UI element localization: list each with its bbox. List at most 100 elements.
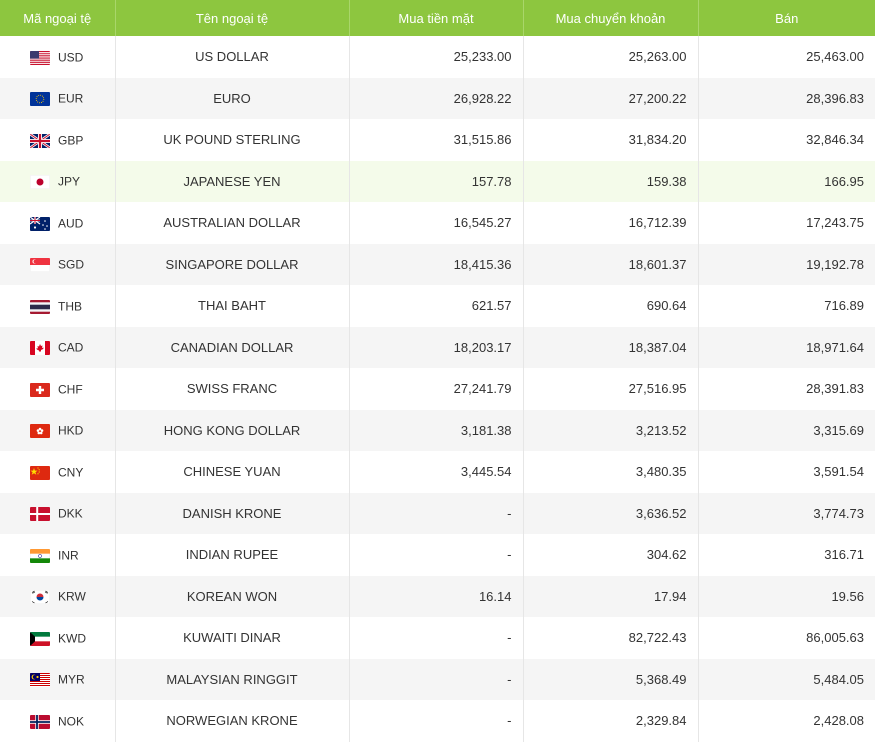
currency-code-cell: JPY bbox=[0, 160, 116, 202]
rate-row: INR INDIAN RUPEE -304.62 316.71 bbox=[0, 534, 875, 576]
transfer-buy-rate: 3,213.52 bbox=[523, 409, 699, 451]
currency-code: NOK bbox=[58, 714, 85, 729]
currency-code: INR bbox=[58, 548, 79, 563]
cash-buy-rate: 16,545.27 bbox=[349, 202, 524, 244]
transfer-buy-rate: 5,368.49 bbox=[523, 658, 699, 700]
cash-buy-rate: 27,241.79 bbox=[349, 368, 524, 410]
currency-name: AUSTRALIAN DOLLAR bbox=[115, 202, 350, 244]
currency-code-cell: KWD bbox=[0, 617, 116, 659]
cash-buy-rate: 16.14 bbox=[349, 575, 524, 617]
rate-row: USD US DOLLAR 25,233.00 25,263.00 25,463.00 bbox=[0, 36, 875, 78]
flag-icon bbox=[30, 465, 50, 480]
cash-buy-rate: - bbox=[349, 492, 524, 534]
flag-icon bbox=[30, 507, 50, 522]
sell-rate: 716.89 bbox=[824, 298, 864, 314]
sell-rate: 19.56 bbox=[698, 575, 875, 617]
currency-code: THB bbox=[58, 299, 82, 314]
flag-icon bbox=[30, 714, 50, 729]
sell-rate: 18,971.64 bbox=[698, 326, 875, 368]
currency-name: US DOLLAR bbox=[115, 36, 350, 78]
sell-rate: 86,005.63 bbox=[806, 630, 864, 646]
cash-buy-rate: 18,203.17 bbox=[349, 326, 524, 368]
header-cell: Bán bbox=[698, 0, 875, 36]
currency-code-cell: USD bbox=[0, 36, 116, 78]
currency-code: GBP bbox=[58, 133, 84, 148]
rate-row: MYR MALAYSIAN RINGGIT -5,368.49 5,484.05 bbox=[0, 658, 875, 700]
cash-buy-rate: - bbox=[349, 534, 524, 576]
flag-icon bbox=[30, 299, 50, 314]
currency-code-cell: MYR bbox=[0, 658, 116, 700]
transfer-buy-rate: 82,722.43 bbox=[523, 617, 699, 659]
flag-icon bbox=[30, 382, 50, 397]
rate-row: CNY CHINESE YUAN 3,445.54 3,480.35 3,591.54 bbox=[0, 451, 875, 493]
transfer-buy-rate: 304.62 bbox=[523, 534, 699, 576]
rate-row: SGD SINGAPORE DOLLAR 18,415.36 18,601.37 19,… bbox=[0, 243, 875, 285]
currency-name: THAI BAHT bbox=[115, 285, 350, 327]
currency-code-cell: HKD bbox=[0, 409, 116, 451]
transfer-buy-rate: 3,636.52 bbox=[523, 492, 699, 534]
currency-code-cell: CAD bbox=[0, 326, 116, 368]
rate-row: DKK DANISH KRONE -3,636.52 3,774.73 bbox=[0, 492, 875, 534]
transfer-buy-rate: 159.38 bbox=[523, 160, 699, 202]
currency-code-cell: DKK bbox=[0, 492, 116, 534]
rate-row: CAD CANADIAN DOLLAR 18,203.17 18,387.04 18,9… bbox=[0, 326, 875, 368]
rate-row: JPY JAPANESE YEN 157.78 159.38 166.95 bbox=[0, 160, 875, 202]
flag-icon bbox=[29, 548, 51, 563]
currency-code: KWD bbox=[58, 631, 86, 646]
sell-rate: 3,591.54 bbox=[813, 464, 864, 480]
table-header: Mã ngoại tệ Tên ngoại tệ Mua tiền mặt Mu… bbox=[0, 0, 875, 36]
transfer-buy-rate: 3,480.35 bbox=[523, 451, 699, 493]
currency-code: AUD bbox=[58, 216, 84, 231]
currency-name: HONG KONG DOLLAR bbox=[115, 409, 350, 451]
currency-name: KUWAITI DINAR bbox=[115, 617, 350, 659]
transfer-buy-rate: 17.94 bbox=[523, 575, 699, 617]
transfer-buy-rate: 31,834.20 bbox=[523, 119, 699, 161]
cash-buy-rate: 31,515.86 bbox=[349, 119, 524, 161]
flag-icon bbox=[30, 341, 50, 356]
cash-buy-rate: - bbox=[349, 700, 524, 742]
flag-icon bbox=[30, 673, 50, 688]
currency-code: JPY bbox=[58, 175, 81, 190]
sell-rate: 25,463.00 bbox=[806, 49, 864, 65]
sell-rate: 28,391.83 bbox=[806, 381, 864, 397]
flag-icon bbox=[30, 424, 50, 439]
currency-code-cell: CHF bbox=[0, 368, 116, 410]
currency-code: MYR bbox=[58, 673, 85, 688]
rate-row: GBP UK POUND STERLING 31,515.86 31,834.20 32… bbox=[0, 119, 875, 161]
flag-icon bbox=[30, 92, 50, 107]
rate-row: CHF SWISS FRANC 27,241.79 27,516.95 28,391.8… bbox=[0, 368, 875, 410]
cash-buy-rate: - bbox=[349, 658, 524, 700]
table-body: USD US DOLLAR 25,233.00 25,263.00 25,463.00 E… bbox=[0, 36, 875, 742]
sell-rate: 5,484.05 bbox=[698, 658, 875, 700]
currency-code-cell: SGD bbox=[0, 243, 116, 285]
cash-buy-rate: - bbox=[349, 617, 524, 659]
currency-name: SWISS FRANC bbox=[115, 368, 350, 410]
currency-code: KRW bbox=[58, 590, 86, 605]
header-cell: Mua tiền mặt bbox=[349, 0, 524, 36]
currency-code-cell: EUR bbox=[0, 77, 116, 119]
transfer-buy-rate: 18,387.04 bbox=[523, 326, 699, 368]
currency-code: CNY bbox=[58, 465, 84, 480]
currency-code: SGD bbox=[58, 258, 85, 273]
rate-row: EUR EURO 26,928.22 27,200.22 28,396.83 bbox=[0, 77, 875, 119]
sell-rate: 28,396.83 bbox=[698, 77, 875, 119]
header-cell: Tên ngoại tệ bbox=[115, 0, 350, 36]
sell-rate: 32,846.34 bbox=[806, 132, 864, 148]
currency-name: EURO bbox=[115, 77, 350, 119]
cash-buy-rate: 3,181.38 bbox=[349, 409, 524, 451]
currency-code: DKK bbox=[58, 507, 83, 522]
sell-rate: 3,774.73 bbox=[698, 492, 875, 534]
currency-name: CANADIAN DOLLAR bbox=[115, 326, 350, 368]
currency-name: MALAYSIAN RINGGIT bbox=[115, 658, 350, 700]
currency-name: KOREAN WON bbox=[115, 575, 350, 617]
flag-icon bbox=[29, 257, 51, 273]
rate-row: KRW KOREAN WON 16.14 17.94 19.56 bbox=[0, 575, 875, 617]
transfer-buy-rate: 690.64 bbox=[523, 285, 699, 327]
rate-row: THB THAI BAHT 621.57 690.64 716.89 bbox=[0, 285, 875, 327]
header-cell: Mã ngoại tệ bbox=[0, 0, 116, 36]
currency-code: EUR bbox=[58, 92, 84, 107]
currency-code: CHF bbox=[58, 382, 83, 397]
transfer-buy-rate: 25,263.00 bbox=[523, 36, 699, 78]
currency-name: JAPANESE YEN bbox=[115, 160, 350, 202]
transfer-buy-rate: 16,712.39 bbox=[523, 202, 699, 244]
